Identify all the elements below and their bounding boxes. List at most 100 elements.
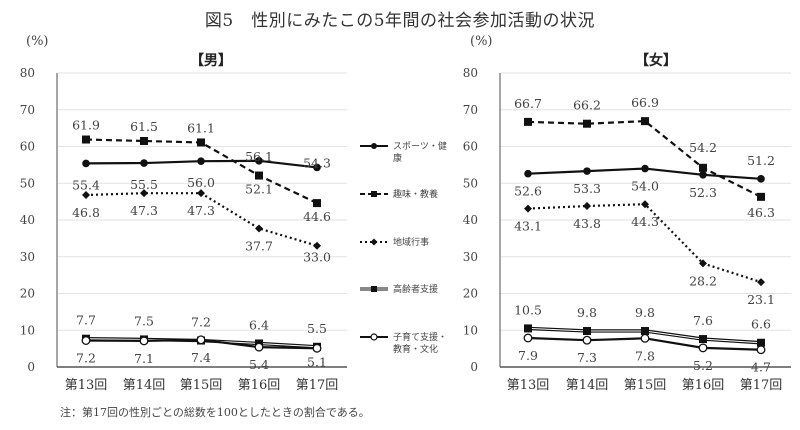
figure-title: 図5 性別にみたこの5年間の社会参加活動の状況 bbox=[204, 11, 596, 31]
data-label: 9.8 bbox=[635, 305, 655, 320]
data-point bbox=[757, 338, 765, 347]
data-point bbox=[254, 342, 264, 352]
y-tick-label: 60 bbox=[463, 140, 478, 154]
legend-swatch-elderly bbox=[360, 286, 388, 292]
data-point bbox=[757, 175, 765, 183]
data-point bbox=[641, 326, 649, 335]
series-elderly: 10.5 9.8 9.8 7.6 6.6 bbox=[514, 302, 771, 347]
series-line bbox=[85, 192, 318, 247]
data-label: 47.3 bbox=[130, 203, 158, 218]
data-label: 54.3 bbox=[303, 155, 331, 170]
data-label: 9.8 bbox=[577, 305, 597, 320]
data-label: 55.5 bbox=[130, 177, 158, 192]
data-label: 6.6 bbox=[751, 317, 771, 332]
data-point bbox=[139, 336, 149, 346]
panel-title-female: 【女】 bbox=[635, 53, 677, 69]
x-tick-label: 第17回 bbox=[740, 378, 783, 393]
y-tick-label: 30 bbox=[463, 250, 478, 264]
data-label: 23.1 bbox=[747, 292, 775, 307]
data-point bbox=[524, 169, 532, 178]
series-community: 43.1 43.8 44.3 28.2 23.1 bbox=[514, 200, 775, 307]
legend-item-elderly: 高齢者支援 bbox=[358, 284, 449, 296]
x-tick-label: 第16回 bbox=[682, 378, 725, 393]
legend-item-community: 地域行事 bbox=[358, 237, 449, 249]
legend-item-hobby: 趣味・教養 bbox=[358, 189, 449, 201]
series-childcare: 7.2 7.1 7.4 5.4 5.1 bbox=[76, 335, 327, 372]
series-line bbox=[527, 203, 762, 284]
x-tick-label: 第14回 bbox=[123, 378, 166, 393]
data-point bbox=[140, 136, 148, 145]
y-tick-label: 20 bbox=[20, 287, 35, 301]
y-tick-label: 0 bbox=[470, 360, 478, 374]
data-point bbox=[197, 157, 205, 165]
data-label: 51.2 bbox=[747, 153, 775, 168]
data-point bbox=[312, 343, 322, 353]
y-axis-unit-female: (%) bbox=[470, 34, 493, 49]
legend-label-hobby: 趣味・教養 bbox=[393, 190, 439, 200]
series-sports: 55.4 55.5 56.0 56.1 54.3 bbox=[72, 149, 331, 193]
chart-male: 0 10 20 30 40 50 60 70 80 第13回 第14回 第15回 第16回 第17回 55.… bbox=[20, 66, 347, 393]
x-tick-label: 第13回 bbox=[65, 378, 108, 393]
legend-label-community: 地域行事 bbox=[393, 238, 430, 248]
data-label: 44.6 bbox=[303, 209, 331, 224]
data-label: 61.1 bbox=[187, 120, 215, 135]
data-point bbox=[641, 164, 649, 173]
data-label: 66.2 bbox=[573, 98, 601, 113]
data-label: 28.2 bbox=[689, 273, 717, 288]
data-label: 7.2 bbox=[191, 315, 211, 330]
data-label: 43.8 bbox=[573, 216, 601, 231]
panel-title-male: 【男】 bbox=[190, 53, 232, 69]
data-label: 7.9 bbox=[518, 348, 538, 363]
series-elderly: 7.7 7.5 7.2 6.4 5.5 bbox=[76, 313, 327, 351]
x-tick-label: 第16回 bbox=[238, 378, 281, 393]
data-label: 52.1 bbox=[245, 182, 273, 197]
data-point bbox=[255, 171, 263, 180]
data-point bbox=[699, 259, 707, 268]
data-label: 7.6 bbox=[693, 313, 713, 328]
legend-label-childcare: 子育て支援・教育・文化 bbox=[393, 333, 448, 355]
data-label: 52.3 bbox=[689, 185, 717, 200]
data-label: 6.4 bbox=[249, 317, 269, 332]
data-label: 52.6 bbox=[514, 184, 542, 199]
y-tick-label: 80 bbox=[463, 66, 478, 80]
data-label: 55.4 bbox=[72, 177, 100, 192]
data-label: 47.3 bbox=[187, 203, 215, 218]
data-point bbox=[757, 278, 765, 287]
data-label: 7.5 bbox=[134, 313, 154, 328]
data-point bbox=[524, 204, 532, 213]
data-label: 44.3 bbox=[631, 214, 659, 229]
x-tick-label: 第14回 bbox=[566, 378, 609, 393]
data-point bbox=[583, 202, 591, 211]
legend-item-childcare: 子育て支援・教育・文化 bbox=[358, 332, 449, 356]
footnote: 注：第17回の性別ごとの総数を100としたときの割合である。 bbox=[60, 406, 370, 419]
data-point bbox=[255, 224, 263, 233]
data-label: 5.4 bbox=[249, 357, 269, 372]
data-label: 56.1 bbox=[245, 149, 273, 164]
legend: スポーツ・健康 趣味・教養 地域行事 高齢者支援 子育て支援・教育・文化 bbox=[358, 0, 458, 430]
data-label: 53.3 bbox=[573, 181, 601, 196]
data-label: 7.3 bbox=[577, 350, 597, 365]
data-label: 7.7 bbox=[76, 313, 96, 328]
data-label: 10.5 bbox=[514, 302, 542, 317]
data-point bbox=[140, 159, 148, 167]
data-point bbox=[699, 170, 707, 179]
data-label: 7.8 bbox=[635, 348, 655, 363]
y-tick-label: 60 bbox=[20, 140, 35, 154]
data-label: 5.2 bbox=[693, 358, 713, 373]
data-point bbox=[197, 189, 205, 198]
data-point bbox=[583, 167, 591, 175]
data-point bbox=[583, 326, 591, 335]
data-point bbox=[583, 119, 591, 128]
legend-label-elderly: 高齢者支援 bbox=[393, 285, 439, 295]
data-point bbox=[255, 157, 263, 165]
data-point bbox=[524, 324, 532, 333]
x-tick-label: 第15回 bbox=[624, 378, 667, 393]
y-tick-label: 70 bbox=[20, 103, 35, 117]
y-tick-label: 70 bbox=[463, 103, 478, 117]
legend-swatch-community bbox=[360, 238, 388, 246]
y-tick-label: 10 bbox=[463, 323, 478, 337]
data-point bbox=[313, 241, 321, 250]
data-point bbox=[757, 192, 765, 201]
data-point bbox=[196, 335, 206, 345]
series-line bbox=[527, 120, 762, 198]
